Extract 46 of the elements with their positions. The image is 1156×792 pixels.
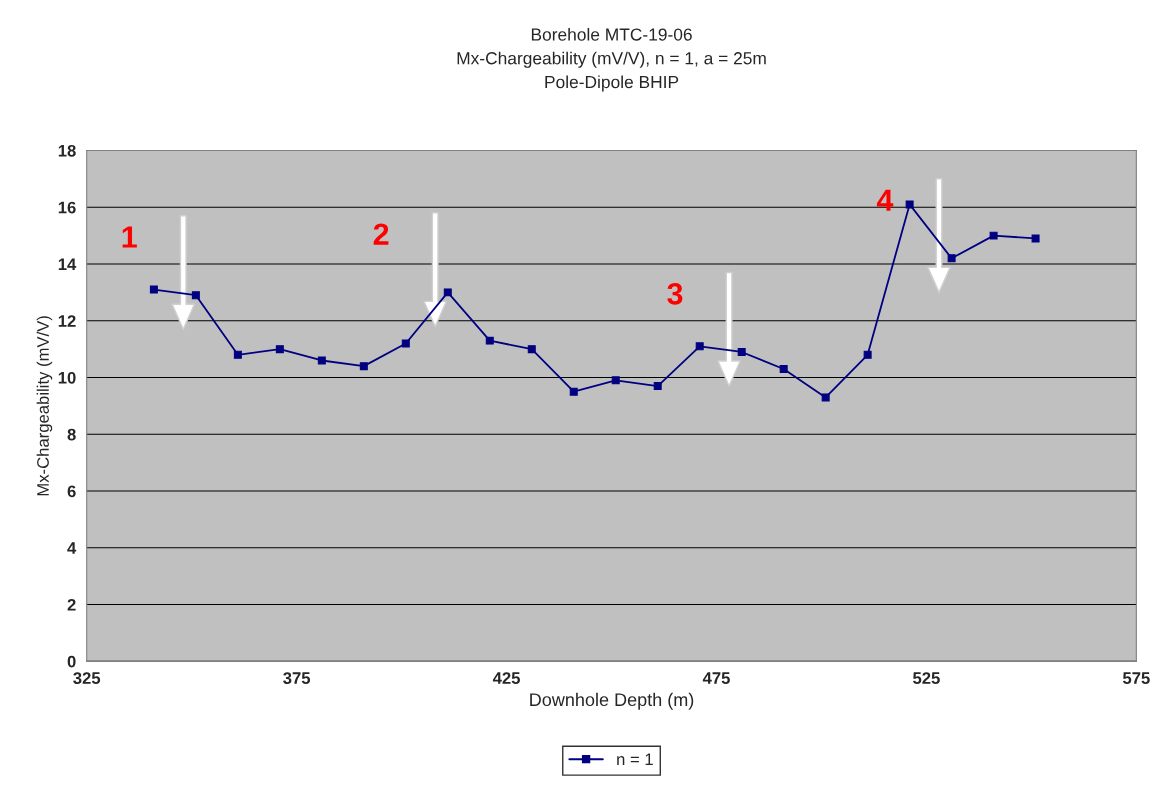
x-tick-label: 575 xyxy=(1122,672,1150,684)
x-tick-label: 375 xyxy=(283,672,311,684)
point xyxy=(527,345,536,354)
point xyxy=(1031,234,1040,243)
point xyxy=(191,291,200,300)
point xyxy=(947,254,956,263)
x-tick-label: 475 xyxy=(702,672,730,684)
annotation: 4 xyxy=(876,189,894,211)
x-tick-label: 425 xyxy=(492,672,520,684)
y-tick-label: 18 xyxy=(58,144,76,157)
chart-title: Borehole MTC-19-06 Mx-Chargeability (mV/V), n = 1, a = 25m Pole-Dipole BHIP xyxy=(457,27,766,92)
annotation: 3 xyxy=(667,282,683,305)
x-tick-label: 325 xyxy=(73,672,101,684)
point xyxy=(359,362,368,371)
point xyxy=(149,285,158,294)
y-tick-label: 12 xyxy=(58,315,76,327)
point xyxy=(821,393,830,402)
annotation: 1 xyxy=(122,226,137,248)
point xyxy=(317,356,326,365)
point xyxy=(401,339,410,348)
point xyxy=(989,231,998,240)
point xyxy=(569,387,578,396)
point xyxy=(695,342,704,351)
annotation: 2 xyxy=(373,223,389,245)
point xyxy=(779,365,788,373)
point xyxy=(737,347,746,356)
y-tick-label: 2 xyxy=(67,598,76,611)
y-tick-label: 0 xyxy=(67,655,76,668)
point xyxy=(863,350,872,359)
legend-label: n = 1 xyxy=(617,753,653,766)
y-tick-label: 4 xyxy=(67,542,77,554)
x-tick-label: 525 xyxy=(913,672,940,684)
y-tick-label: 10 xyxy=(58,371,76,384)
point xyxy=(653,382,662,391)
point xyxy=(905,200,914,209)
y-tick-label: 16 xyxy=(58,201,76,214)
y-tick-label: 6 xyxy=(67,485,76,498)
point xyxy=(485,336,494,345)
x-axis-title: Downhole Depth (m) xyxy=(530,692,694,710)
y-tick-label: 14 xyxy=(58,258,77,271)
point xyxy=(275,345,284,354)
y-tick-label: 8 xyxy=(67,428,76,441)
point xyxy=(611,376,620,385)
y-axis-title: Mx-Chargeability (mV/V) xyxy=(36,316,53,496)
point xyxy=(443,288,452,297)
point xyxy=(233,350,242,359)
